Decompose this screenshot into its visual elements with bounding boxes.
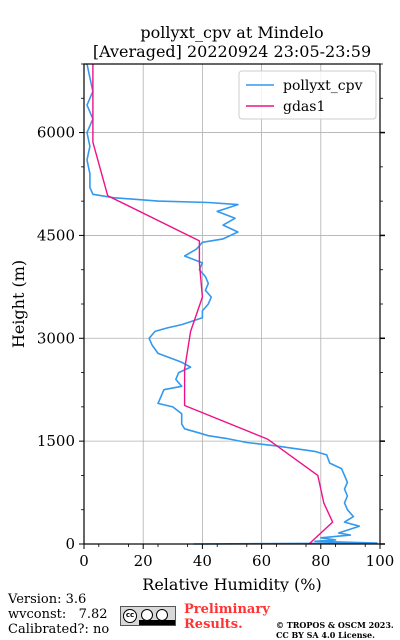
plot-frame	[83, 63, 381, 545]
y-tick-label: 3000	[37, 329, 75, 347]
legend-label: gdas1	[283, 99, 325, 115]
x-tick-label: 0	[79, 552, 89, 570]
cc-icon: cc	[123, 609, 137, 623]
grid	[83, 64, 381, 545]
x-tick-label: 40	[193, 552, 212, 570]
x-tick-label: 100	[366, 552, 395, 570]
copyright-line-1: © TROPOS & OSCM 2023.	[276, 620, 394, 630]
copyright-notice: © TROPOS & OSCM 2023. CC BY SA 4.0 Licen…	[276, 620, 394, 640]
series-layer	[86, 63, 378, 545]
cc-by-sa-icon: cc	[120, 606, 176, 626]
y-tick-label: 1500	[37, 432, 75, 450]
y-tick-label: 0	[65, 535, 75, 553]
legend-box	[238, 70, 377, 120]
calibrated-text: Calibrated?: no	[8, 622, 110, 637]
legend: pollyxt_cpv gdas1	[238, 70, 377, 120]
axis-ticks: 0 20 40 60 80 100 0 1500 3000 4500 6000	[37, 63, 395, 570]
series-line-gdas1	[92, 64, 334, 545]
footer-info: Version: 3.6 wvconst: 7.82 Calibrated?: …	[8, 592, 109, 637]
preliminary-notice: Preliminary Results.	[184, 602, 270, 632]
x-tick-label: 80	[311, 552, 330, 570]
copyright-line-2: CC BY SA 4.0 License.	[276, 630, 375, 640]
wvconst-text: wvconst: 7.82	[8, 607, 108, 622]
preliminary-line-2: Results.	[184, 617, 243, 632]
series-line-pollyxt_cpv	[86, 63, 378, 545]
y-axis-label: Height (m)	[9, 260, 28, 348]
x-tick-label: 60	[252, 552, 271, 570]
x-axis-label: Relative Humidity (%)	[142, 575, 321, 592]
preliminary-line-1: Preliminary	[184, 602, 270, 617]
chart: pollyxt_cpv at Mindelo [Averaged] 202209…	[9, 23, 395, 592]
x-tick-label: 20	[134, 552, 153, 570]
chart-title: pollyxt_cpv at Mindelo	[140, 23, 323, 42]
license-strip	[139, 620, 175, 625]
chart-subtitle: [Averaged] 20220924 23:05-23:59	[93, 42, 371, 61]
y-tick-label: 6000	[37, 124, 75, 142]
legend-label: pollyxt_cpv	[283, 78, 363, 94]
version-text: Version: 3.6	[8, 592, 87, 607]
y-tick-label: 4500	[37, 226, 75, 244]
